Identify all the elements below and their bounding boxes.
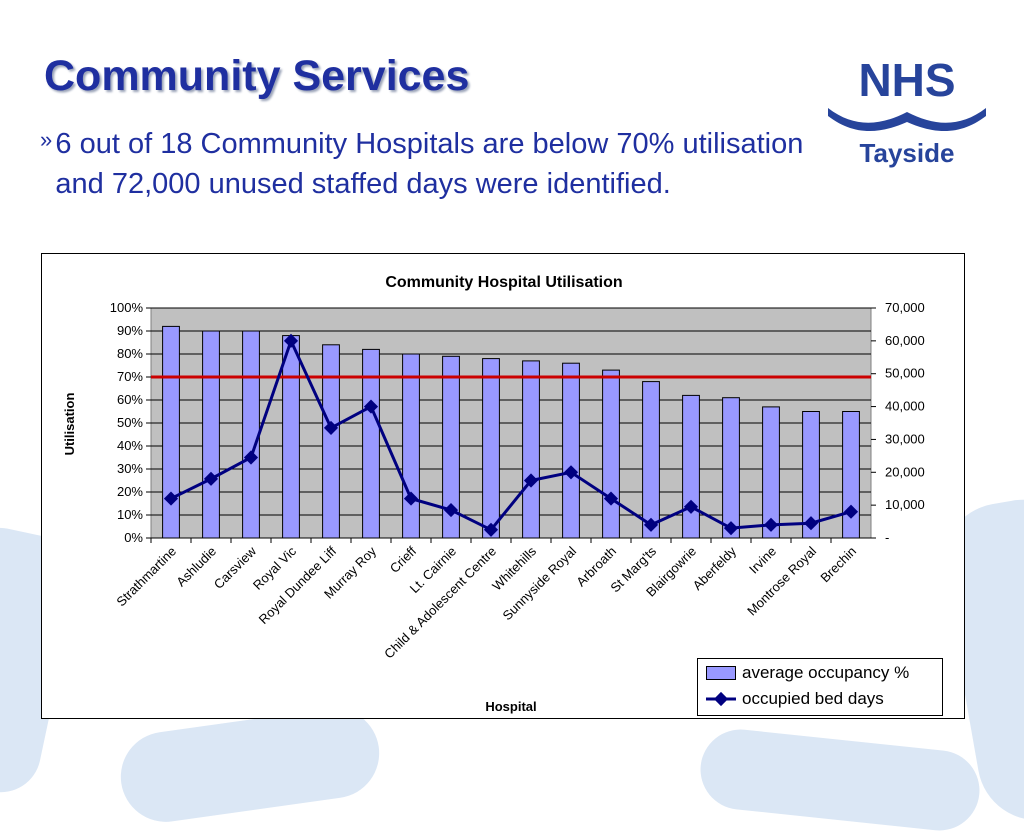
data-point bbox=[563, 465, 579, 480]
chart-container: Community Hospital Utilisation 0% 10% 20% 3… bbox=[41, 253, 965, 719]
bar bbox=[842, 411, 860, 539]
bar bbox=[562, 362, 580, 539]
bar bbox=[162, 325, 180, 539]
x-tick-label: Irvine bbox=[746, 544, 779, 577]
y2-tick-label: 10,000 bbox=[885, 497, 925, 512]
y-tick-label: 80% bbox=[117, 346, 143, 361]
legend-item-bed-days: occupied bed days bbox=[706, 689, 884, 709]
x-axis-title: Hospital bbox=[485, 699, 536, 714]
legend-item-occupancy: average occupancy % bbox=[706, 663, 909, 683]
y2-tick-label: 50,000 bbox=[885, 366, 925, 381]
data-point bbox=[203, 471, 219, 486]
y-tick-label: 40% bbox=[117, 438, 143, 453]
y2-tick-label: - bbox=[885, 530, 889, 545]
data-point bbox=[643, 517, 659, 532]
data-point bbox=[603, 491, 619, 506]
y2-tick-label: 70,000 bbox=[885, 300, 925, 315]
bar bbox=[322, 344, 340, 539]
data-point bbox=[283, 333, 299, 348]
chart-legend: average occupancy % occupied bed days bbox=[697, 658, 943, 716]
data-point bbox=[843, 504, 859, 519]
logo-wave bbox=[828, 108, 986, 132]
y-tick-label: 70% bbox=[117, 369, 143, 384]
data-point bbox=[403, 491, 419, 506]
x-tick-label: Sunnyside Royal bbox=[500, 543, 580, 623]
data-point bbox=[523, 473, 539, 488]
bar bbox=[602, 369, 620, 539]
data-point bbox=[323, 420, 339, 435]
y2-tick-label: 60,000 bbox=[885, 333, 925, 348]
bar bbox=[522, 360, 540, 539]
x-tick-label: Montrose Royal bbox=[744, 543, 819, 618]
bullet-marker: » bbox=[40, 127, 53, 152]
data-point bbox=[763, 517, 779, 532]
legend-label-bed-days: occupied bed days bbox=[742, 689, 884, 708]
bar bbox=[282, 335, 300, 539]
y2-tick-label: 20,000 bbox=[885, 464, 925, 479]
bar bbox=[642, 381, 660, 539]
data-point bbox=[723, 521, 739, 536]
x-tick-label: Brechin bbox=[817, 544, 859, 586]
y-tick-label: 100% bbox=[110, 300, 144, 315]
y-axis-title: Utilisation bbox=[62, 393, 77, 456]
series-line-bed-days bbox=[170, 336, 852, 532]
data-point bbox=[243, 450, 259, 465]
background-decoration bbox=[115, 702, 385, 828]
bar bbox=[402, 353, 420, 539]
legend-line-swatch bbox=[706, 691, 736, 707]
y-tick-label: 30% bbox=[117, 461, 143, 476]
background-decoration bbox=[696, 725, 984, 834]
bullet-point: » 6 out of 18 Community Hospitals are be… bbox=[40, 124, 810, 204]
utilisation-chart: Community Hospital Utilisation 0% 10% 20% 3… bbox=[62, 274, 925, 714]
y-tick-label: 60% bbox=[117, 392, 143, 407]
chart-title: Community Hospital Utilisation bbox=[385, 274, 622, 291]
data-point bbox=[483, 522, 499, 537]
slide-title: Community Services bbox=[44, 52, 470, 100]
nhs-tayside-logo: NHS Tayside bbox=[828, 54, 986, 168]
y-tick-label: 20% bbox=[117, 484, 143, 499]
x-tick-label: Strathmartine bbox=[113, 544, 179, 610]
bar bbox=[202, 330, 220, 539]
bar bbox=[722, 397, 740, 539]
bar bbox=[242, 330, 260, 539]
data-point bbox=[363, 399, 379, 414]
data-point bbox=[803, 516, 819, 531]
x-tick-label: Crieff bbox=[387, 543, 420, 576]
y2-tick-label: 40,000 bbox=[885, 399, 925, 414]
legend-label-occupancy: average occupancy % bbox=[742, 663, 910, 682]
bullet-text: 6 out of 18 Community Hospitals are belo… bbox=[55, 128, 804, 200]
y-tick-label: 10% bbox=[117, 507, 143, 522]
logo-nhs-text: NHS bbox=[858, 54, 955, 106]
data-point bbox=[683, 499, 699, 514]
x-tick-label: Aberfeldy bbox=[690, 543, 740, 593]
y-tick-label: 0% bbox=[124, 530, 143, 545]
legend-bar-swatch bbox=[706, 666, 736, 680]
logo-tayside-text: Tayside bbox=[860, 138, 955, 168]
bar bbox=[482, 358, 500, 539]
y2-tick-label: 30,000 bbox=[885, 431, 925, 446]
y-tick-label: 50% bbox=[117, 415, 143, 430]
bar bbox=[682, 394, 700, 539]
y-tick-label: 90% bbox=[117, 323, 143, 338]
